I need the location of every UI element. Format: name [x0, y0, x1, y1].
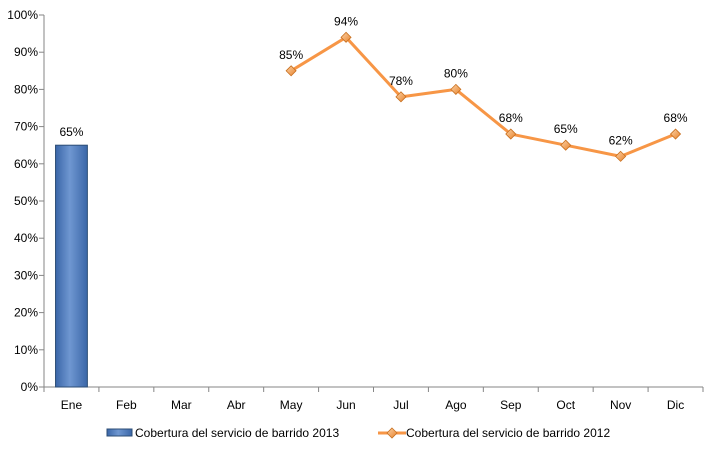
x-tick-label: Dic — [667, 398, 684, 412]
x-tick-label: Ago — [445, 398, 467, 412]
line-point — [669, 128, 682, 140]
line-point — [450, 83, 462, 95]
y-tick-label: 30% — [14, 268, 38, 282]
x-axis: Ene Feb Mar Abr May Jun Jul Ago Sep Oct Nov Dic — [43, 386, 704, 412]
x-tick-label: May — [280, 398, 303, 412]
y-tick-label: 80% — [14, 82, 38, 96]
x-tick-label: Ene — [61, 398, 83, 412]
y-tick-label: 70% — [14, 120, 38, 134]
x-tick-label: Jun — [336, 398, 355, 412]
data-label: 94% — [334, 14, 358, 28]
y-tick-label: 50% — [14, 194, 38, 208]
legend-swatch-bar — [106, 428, 133, 437]
bar-series — [55, 144, 88, 388]
y-tick-label: 10% — [14, 343, 38, 357]
y-tick-label: 0% — [21, 380, 39, 394]
legend-label: Cobertura del servicio de barrido 2013 — [135, 426, 339, 440]
data-labels: 65% 85% 94% 78% 80% 68% 65% 62% 68% — [59, 14, 687, 147]
line-point — [615, 150, 627, 162]
line-point — [505, 128, 517, 140]
x-tick-label: Jul — [393, 398, 408, 412]
line-point — [340, 31, 352, 43]
bar — [55, 144, 88, 388]
legend: Cobertura del servicio de barrido 2013 Co… — [106, 426, 610, 440]
y-tick-label: 100% — [7, 8, 38, 22]
y-axis: 0% 10% 20% 30% 40% 50% 60% 70% 80% 90% 100% — [7, 8, 45, 394]
data-label: 85% — [279, 48, 303, 62]
x-tick-label: Sep — [500, 398, 522, 412]
line-series — [285, 31, 682, 162]
y-tick-label: 20% — [14, 306, 38, 320]
line-point — [285, 65, 297, 77]
data-label: 68% — [664, 111, 688, 125]
y-tick-label: 60% — [14, 157, 38, 171]
data-label: 65% — [59, 125, 83, 139]
y-tick-label: 90% — [14, 45, 38, 59]
data-label: 78% — [389, 74, 413, 88]
x-tick-label: Oct — [556, 398, 575, 412]
x-tick-label: Feb — [116, 398, 137, 412]
series-line — [290, 35, 677, 158]
x-tick-label: Nov — [610, 398, 631, 412]
data-label: 80% — [444, 66, 468, 80]
line-point — [395, 91, 407, 103]
y-tick-label: 40% — [14, 231, 38, 245]
x-tick-label: Mar — [171, 398, 192, 412]
x-tick-label: Abr — [227, 398, 246, 412]
legend-marker — [386, 427, 398, 439]
data-label: 62% — [609, 133, 633, 147]
data-label: 65% — [554, 122, 578, 136]
legend-label: Cobertura del servicio de barrido 2012 — [406, 426, 610, 440]
data-label: 68% — [499, 111, 523, 125]
line-point — [560, 139, 572, 151]
